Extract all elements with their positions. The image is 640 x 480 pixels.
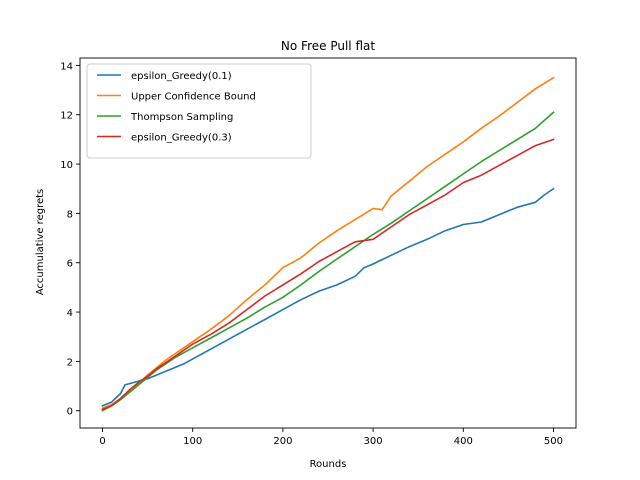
series-line-2 [101,76,555,410]
y-axis: 0 2 4 6 8 10 12 14 [60,61,80,418]
x-tick-label: 100 [183,436,202,447]
legend-label-1: epsilon_Greedy(0.1) [131,71,232,82]
x-tick-label: 0 [99,436,105,447]
y-tick-label: 2 [67,357,73,368]
legend-label-2: Upper Confidence Bound [131,92,256,103]
series-line-3 [101,111,555,412]
legend: epsilon_Greedy(0.1) Upper Confidence Boun… [86,63,312,159]
plot-frame [79,57,577,429]
y-tick-label: 12 [60,111,73,122]
legend-label-4: epsilon_Greedy(0.3) [131,133,232,144]
y-tick-label: 0 [67,407,73,418]
legend-box [86,63,312,159]
legend-label-3: Thompson Sampling [130,112,233,123]
y-tick-label: 4 [67,308,73,319]
y-tick-label: 8 [67,209,73,220]
y-tick-label: 14 [60,61,73,72]
plot-area [79,57,577,429]
y-tick-label: 6 [67,259,73,270]
chart-title: No Free Pull flat [281,39,375,53]
x-tick-label: 500 [544,436,563,447]
y-axis-label: Accumulative regrets [35,189,46,296]
x-tick-label: 400 [454,436,473,447]
x-tick-label: 200 [273,436,292,447]
x-axis: 0 100 200 300 400 500 [99,428,563,447]
x-tick-label: 300 [364,436,383,447]
x-axis-label: Rounds [310,459,347,470]
series-line-4 [101,138,555,411]
y-tick-label: 10 [60,160,73,171]
